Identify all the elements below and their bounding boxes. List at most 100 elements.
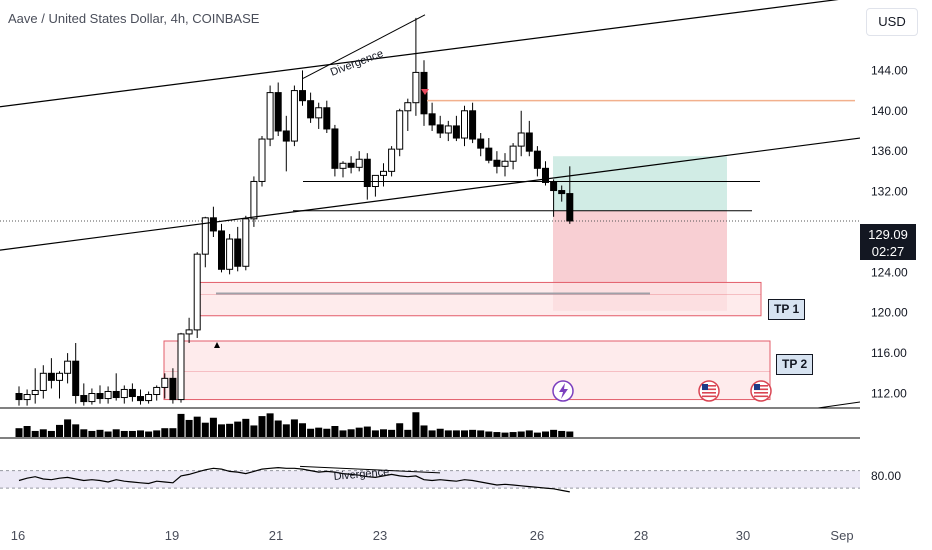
candle-body bbox=[193, 253, 201, 331]
candle-body bbox=[23, 394, 31, 401]
price-axis-tick: 144.00 bbox=[871, 63, 908, 77]
volume-bar bbox=[266, 413, 274, 437]
lower-channel-line[interactable] bbox=[0, 137, 861, 251]
candle-body bbox=[388, 148, 396, 172]
volume-bar bbox=[23, 426, 31, 437]
volume-bar bbox=[15, 428, 23, 437]
candle-body bbox=[242, 218, 250, 267]
volume-bar bbox=[56, 424, 63, 437]
time-axis-tick: 21 bbox=[269, 528, 283, 543]
volume-bar bbox=[137, 430, 144, 437]
candle-body bbox=[509, 145, 517, 162]
tp1-zone[interactable] bbox=[198, 281, 762, 317]
volume-bar bbox=[501, 432, 509, 437]
volume-bar bbox=[153, 430, 161, 437]
position-target-zone[interactable] bbox=[553, 156, 727, 211]
candle-body bbox=[477, 138, 485, 149]
candle-body bbox=[47, 372, 55, 381]
lightning-icon[interactable] bbox=[552, 380, 574, 402]
us-flag-icon[interactable] bbox=[750, 380, 772, 402]
time-axis-tick: 30 bbox=[736, 528, 750, 543]
candle-body bbox=[185, 329, 193, 335]
candle-body bbox=[201, 217, 209, 255]
candle-body bbox=[218, 230, 225, 270]
price-axis-tick: 116.00 bbox=[871, 346, 907, 360]
candle-body bbox=[436, 124, 444, 134]
volume-bar bbox=[509, 432, 517, 437]
axes-layer: 148.00144.00140.00136.00132.00124.00120.… bbox=[11, 0, 932, 550]
candle-body bbox=[331, 128, 339, 169]
volume-bar bbox=[274, 420, 282, 437]
time-axis-tick: 19 bbox=[165, 528, 179, 543]
us-flag-icon[interactable] bbox=[698, 380, 720, 402]
time-axis-tick: 28 bbox=[634, 528, 648, 543]
candle-body bbox=[15, 393, 23, 401]
volume-bar bbox=[80, 429, 88, 437]
last-price-value: 129.09 bbox=[868, 227, 908, 242]
candle-body bbox=[250, 180, 258, 220]
volume-bar bbox=[558, 430, 566, 437]
volume-bar bbox=[242, 418, 250, 437]
volume-bar bbox=[469, 429, 477, 437]
candle-body bbox=[339, 162, 347, 169]
candle-body bbox=[169, 377, 177, 401]
volume-bar bbox=[145, 431, 153, 437]
rsi-pane: Divergence bbox=[0, 465, 860, 493]
volume-bar bbox=[234, 421, 242, 437]
volume-bar bbox=[39, 429, 47, 437]
tp2-zone[interactable] bbox=[163, 340, 771, 401]
signal-buy-marker bbox=[214, 342, 220, 348]
candle-body bbox=[485, 147, 493, 161]
volume-bar bbox=[461, 430, 468, 437]
volume-bar bbox=[112, 429, 120, 437]
volume-bar bbox=[388, 429, 396, 437]
volume-bar bbox=[323, 428, 331, 437]
volume-bar bbox=[218, 424, 225, 437]
candle-body bbox=[566, 193, 574, 222]
tp2-label[interactable]: TP 2 bbox=[776, 354, 814, 375]
volume-bar bbox=[209, 417, 217, 437]
candle-body bbox=[501, 160, 509, 167]
candle-body bbox=[461, 110, 468, 139]
volume-bar bbox=[525, 430, 533, 437]
candle-body bbox=[363, 158, 371, 188]
candle-body bbox=[428, 113, 436, 126]
volume-bar bbox=[452, 430, 460, 437]
volume-bar bbox=[420, 425, 428, 437]
time-axis-tick: Sep bbox=[830, 528, 853, 543]
candle-body bbox=[525, 132, 533, 152]
candle-body bbox=[282, 130, 290, 142]
tp1-label[interactable]: TP 1 bbox=[768, 299, 806, 320]
volume-bar bbox=[161, 428, 169, 437]
candle-body bbox=[550, 181, 558, 192]
volume-bar bbox=[331, 426, 339, 437]
upper-channel-line[interactable] bbox=[0, 0, 860, 108]
volume-bar bbox=[177, 413, 185, 437]
candle-body bbox=[161, 377, 169, 388]
candle-body bbox=[56, 372, 63, 381]
candle-body bbox=[290, 90, 298, 142]
divergence-line-rsi[interactable] bbox=[299, 465, 441, 474]
volume-bar bbox=[550, 429, 558, 437]
price-axis-bg bbox=[860, 0, 932, 550]
candle-body bbox=[315, 107, 323, 119]
rsi-axis-tick: 80.00 bbox=[871, 469, 901, 483]
candle-body bbox=[226, 238, 234, 270]
price-axis-tick: 132.00 bbox=[871, 185, 908, 199]
volume-bar bbox=[363, 426, 371, 437]
rsi-line[interactable] bbox=[18, 466, 570, 493]
candle-body bbox=[258, 138, 266, 182]
price-axis-tick: 120.00 bbox=[871, 306, 908, 320]
divergence-line-price[interactable] bbox=[302, 14, 426, 79]
volume-bar bbox=[47, 430, 55, 437]
symbol-title[interactable]: Aave / United States Dollar, 4h, COINBAS… bbox=[8, 11, 260, 26]
candle-body bbox=[299, 90, 306, 102]
volume-bar bbox=[96, 429, 104, 437]
currency-selector[interactable]: USD bbox=[866, 8, 918, 36]
volume-bar bbox=[226, 423, 234, 437]
candle-body bbox=[371, 174, 379, 188]
volume-bar bbox=[485, 431, 493, 437]
volume-bar bbox=[315, 427, 323, 437]
